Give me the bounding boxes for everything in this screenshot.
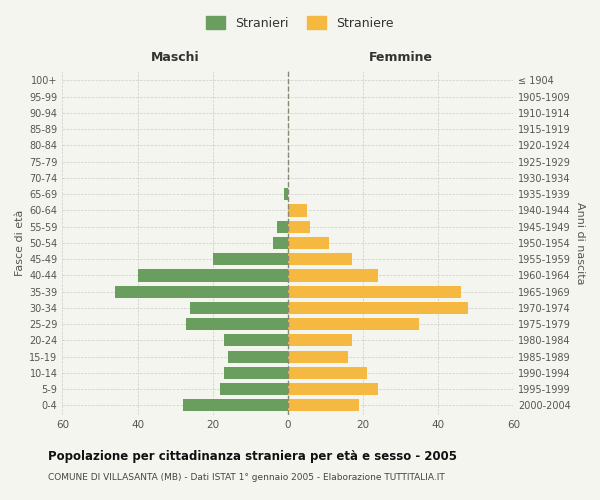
Bar [288, 400, 359, 411]
Bar [288, 270, 378, 281]
Bar [190, 302, 288, 314]
Bar [288, 253, 352, 266]
Bar [288, 302, 468, 314]
Bar [187, 318, 288, 330]
Text: Femmine: Femmine [368, 51, 433, 64]
Text: Maschi: Maschi [151, 51, 199, 64]
Bar [288, 367, 367, 379]
Bar [288, 383, 378, 395]
Text: Popolazione per cittadinanza straniera per età e sesso - 2005: Popolazione per cittadinanza straniera p… [48, 450, 457, 463]
Bar [115, 286, 288, 298]
Bar [277, 220, 288, 233]
Y-axis label: Fasce di età: Fasce di età [15, 210, 25, 276]
Bar [224, 334, 288, 346]
Bar [288, 237, 329, 249]
Legend: Stranieri, Straniere: Stranieri, Straniere [202, 11, 398, 35]
Y-axis label: Anni di nascita: Anni di nascita [575, 202, 585, 284]
Text: COMUNE DI VILLASANTA (MB) - Dati ISTAT 1° gennaio 2005 - Elaborazione TUTTITALIA: COMUNE DI VILLASANTA (MB) - Dati ISTAT 1… [48, 472, 445, 482]
Bar [213, 253, 288, 266]
Bar [288, 286, 461, 298]
Bar [288, 220, 310, 233]
Bar [284, 188, 288, 200]
Bar [224, 367, 288, 379]
Bar [182, 400, 288, 411]
Bar [288, 318, 419, 330]
Bar [228, 350, 288, 362]
Bar [137, 270, 288, 281]
Bar [288, 334, 352, 346]
Bar [220, 383, 288, 395]
Bar [273, 237, 288, 249]
Bar [288, 204, 307, 216]
Bar [288, 350, 348, 362]
